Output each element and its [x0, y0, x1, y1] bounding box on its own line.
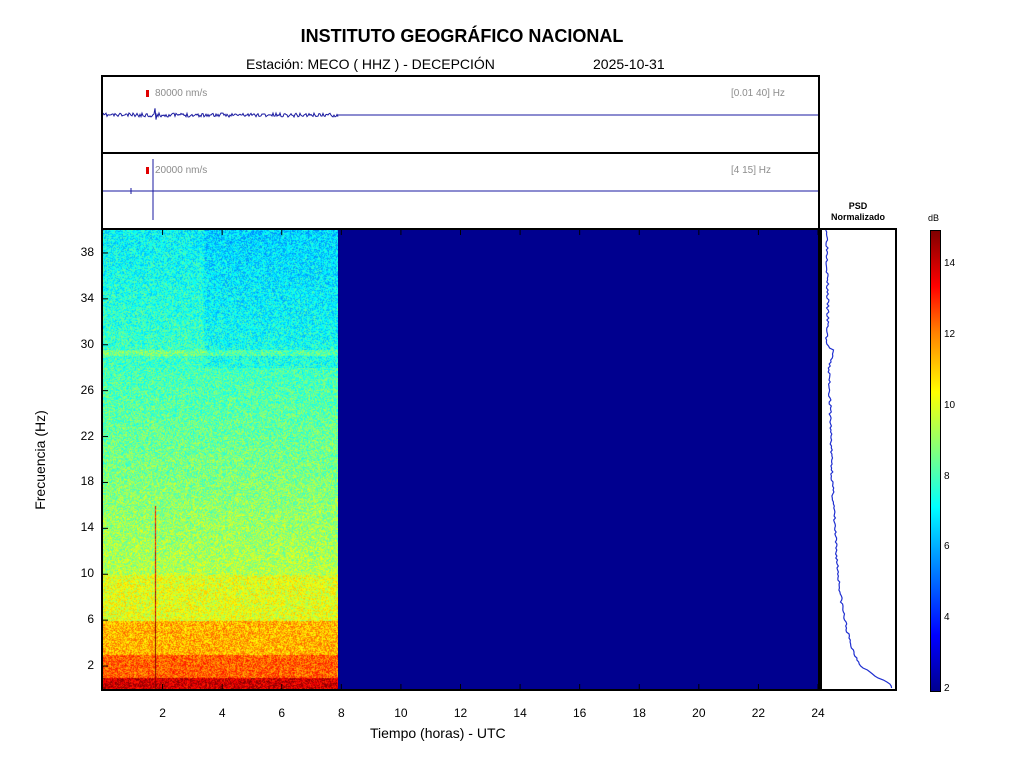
x-tick-label: 8 — [337, 706, 345, 720]
x-tick-label: 10 — [394, 706, 408, 720]
psd-panel — [820, 228, 897, 691]
colorbar-unit: dB — [928, 213, 940, 223]
x-tick-label: 14 — [513, 706, 527, 720]
page-title: INSTITUTO GEOGRÁFICO NACIONAL — [300, 26, 624, 46]
trace-scale-label: 20000 nm/s — [155, 165, 208, 176]
psd-title: PSD Normalizado — [820, 201, 896, 223]
psd-title-line2: Normalizado — [830, 212, 885, 222]
y-tick-label: 18 — [80, 474, 94, 489]
psd-title-line1: PSD — [848, 201, 868, 211]
colorbar-tick-label: 4 — [944, 612, 950, 624]
psd-plot — [824, 230, 893, 689]
trace-scale-label: 80000 nm/s — [155, 88, 208, 99]
x-tick-label: 12 — [453, 706, 468, 720]
trace-filtered-plot — [103, 159, 818, 220]
colorbar-tick-label: 8 — [944, 470, 950, 482]
colorbar-tick-label: 2 — [944, 683, 950, 694]
x-tick-label: 16 — [572, 706, 587, 720]
trace-panel-broadband: 80000 nm/s [0.01 40] Hz — [101, 75, 820, 154]
colorbar — [930, 230, 941, 692]
spectrogram-image — [103, 230, 338, 689]
trace-panel-filtered: 20000 nm/s [4 15] Hz — [101, 152, 820, 230]
y-tick-label: 10 — [80, 566, 94, 581]
date-label: 2025-10-31 — [593, 56, 665, 72]
trace-broadband-line — [103, 108, 339, 120]
x-tick-label: 18 — [632, 706, 646, 720]
x-tick-label: 24 — [811, 706, 825, 720]
spectrogram-ticks — [103, 230, 818, 689]
x-tick-label: 22 — [751, 706, 766, 720]
trace-band-label: [0.01 40] Hz — [731, 88, 785, 99]
x-tick-label: 2 — [159, 706, 166, 720]
x-axis-label: Tiempo (horas) - UTC — [370, 725, 506, 741]
colorbar-tick-label: 12 — [944, 329, 956, 341]
y-tick-label: 38 — [80, 244, 94, 259]
y-axis-label: Frecuencia (Hz) — [32, 410, 48, 510]
x-tick-label: 6 — [278, 706, 286, 720]
x-tick-label: 20 — [692, 706, 706, 720]
psd-line — [824, 230, 893, 689]
spectrogram-panel — [101, 228, 820, 691]
colorbar-tick-label: 14 — [944, 258, 956, 270]
trace-broadband-plot — [103, 90, 818, 120]
station-label: Estación: MECO ( HHZ ) - DECEPCIÓN — [246, 56, 495, 72]
y-tick-label: 2 — [87, 658, 94, 673]
y-tick-label: 6 — [87, 612, 94, 627]
y-tick-label: 30 — [80, 336, 94, 351]
colorbar-tick-label: 6 — [944, 541, 950, 553]
colorbar-tick-label: 10 — [944, 399, 956, 411]
y-tick-label: 14 — [80, 520, 94, 535]
y-tick-label: 22 — [80, 428, 94, 443]
y-tick-label: 34 — [80, 290, 94, 305]
y-tick-label: 26 — [80, 382, 94, 397]
x-tick-label: 4 — [218, 706, 226, 720]
scale-bar — [146, 167, 149, 174]
scale-bar — [146, 90, 149, 97]
trace-band-label: [4 15] Hz — [731, 165, 772, 176]
